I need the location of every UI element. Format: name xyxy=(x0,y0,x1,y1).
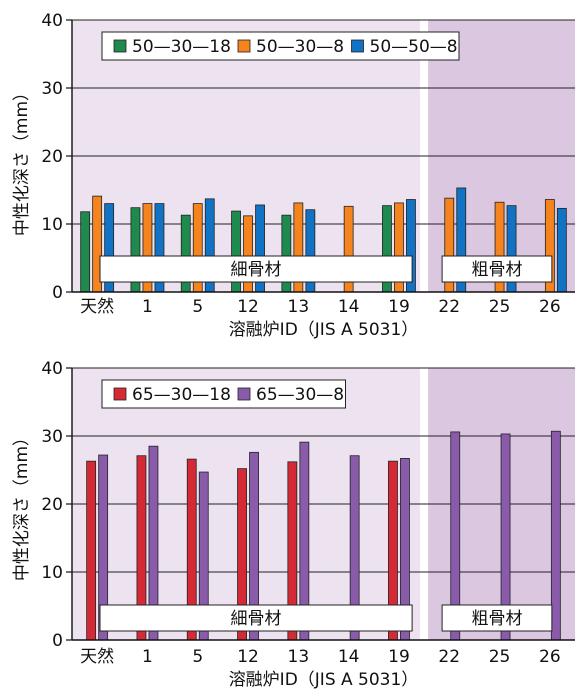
legend-label-3: 50—50—8 xyxy=(370,37,458,57)
legend-label-2: 50—30—8 xyxy=(256,37,344,57)
x-tick-label: 19 xyxy=(388,297,410,317)
x-tick-label: 12 xyxy=(237,297,259,317)
legend-label-1: 50—30—18 xyxy=(132,37,231,57)
x-tick-label: 天然 xyxy=(80,297,114,317)
band-label-1: 細骨材 xyxy=(231,260,282,280)
x-tick-label: 22 xyxy=(438,297,460,317)
legend-swatch-3 xyxy=(351,39,364,53)
y-tick-label: 40 xyxy=(41,359,63,379)
x-tick-label: 1 xyxy=(142,647,153,667)
legend-box xyxy=(101,379,346,409)
x-tick-label: 1 xyxy=(142,297,153,317)
y-tick-label: 20 xyxy=(41,495,63,515)
legend-swatch-1 xyxy=(113,387,127,401)
x-tick-label: 22 xyxy=(438,647,460,667)
y-tick-label: 40 xyxy=(41,11,63,31)
band-label-2: 粗骨材 xyxy=(471,260,522,280)
band-label-2: 粗骨材 xyxy=(471,609,522,629)
x-tick-label: 12 xyxy=(237,647,259,667)
band-label-box-2 xyxy=(441,255,553,283)
x-tick-label: 14 xyxy=(338,297,360,317)
y-tick-label: 0 xyxy=(52,283,63,303)
y-axis-title: 中性化深さ（mm） xyxy=(12,429,32,581)
band-label-box-1 xyxy=(99,604,413,632)
x-tick-label: 13 xyxy=(288,297,310,317)
y-tick-label: 0 xyxy=(52,631,63,651)
x-tick-label: 25 xyxy=(489,647,511,667)
legend-label-1: 65—30—18 xyxy=(132,385,231,405)
y-tick-label: 10 xyxy=(41,563,63,583)
legend-label-2: 65—30—8 xyxy=(256,385,344,405)
y-tick-label: 30 xyxy=(41,79,63,99)
band-label-box-1 xyxy=(99,255,413,283)
y-tick-label: 20 xyxy=(41,147,63,167)
x-axis-title: 溶融炉ID（JIS A 5031） xyxy=(229,670,419,690)
x-tick-label: 5 xyxy=(192,297,203,317)
y-axis-title: 中性化深さ（mm） xyxy=(12,84,32,236)
band-label-1: 細骨材 xyxy=(231,609,282,629)
x-tick-label: 19 xyxy=(388,647,410,667)
bar-2-26 xyxy=(550,430,561,641)
x-tick-label: 13 xyxy=(288,647,310,667)
y-tick-label: 10 xyxy=(41,215,63,235)
x-tick-label: 26 xyxy=(539,297,561,317)
x-tick-label: 天然 xyxy=(80,647,114,667)
bar-3-26 xyxy=(556,207,567,293)
legend-box xyxy=(101,31,460,61)
bar-1-天然 xyxy=(86,460,97,641)
x-tick-label: 5 xyxy=(192,647,203,667)
y-tick-label: 30 xyxy=(41,427,63,447)
legend-swatch-1 xyxy=(113,39,127,53)
x-tick-label: 25 xyxy=(489,297,511,317)
legend-swatch-2 xyxy=(237,39,251,53)
band-label-box-2 xyxy=(441,604,553,632)
x-tick-label: 14 xyxy=(338,647,360,667)
x-tick-label: 26 xyxy=(539,647,561,667)
bar-1-天然 xyxy=(80,211,91,293)
legend-swatch-2 xyxy=(237,387,251,401)
x-axis-title: 溶融炉ID（JIS A 5031） xyxy=(229,320,419,340)
